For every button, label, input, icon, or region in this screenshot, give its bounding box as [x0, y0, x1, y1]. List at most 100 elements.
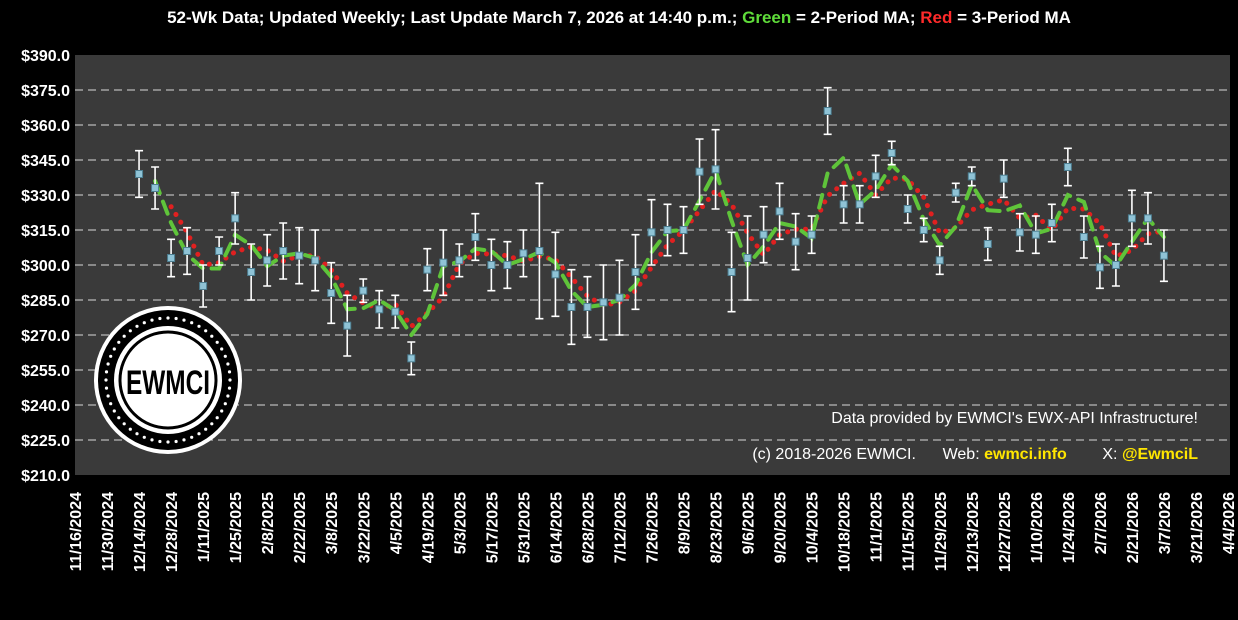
- x-tick-label: 11/16/2024: [68, 492, 85, 571]
- y-tick-label: $315.0: [21, 223, 70, 240]
- data-point: [375, 305, 384, 314]
- red-legend-word: Red: [920, 8, 953, 27]
- x-tick-label: 11/29/2025: [933, 492, 950, 571]
- y-tick-label: $210.0: [21, 468, 70, 485]
- data-point: [823, 107, 832, 115]
- data-point: [1159, 251, 1168, 260]
- logo-ring-dot: [204, 329, 208, 333]
- ewmci-logo: EWMCI: [94, 306, 242, 454]
- logo-ring-dot: [197, 324, 201, 328]
- data-point: [183, 247, 192, 255]
- data-point: [423, 265, 432, 274]
- data-point: [1031, 230, 1040, 239]
- logo-ring-dot: [117, 416, 121, 420]
- data-point: [1063, 163, 1072, 171]
- logo-ring-dot: [104, 378, 108, 382]
- data-point: [615, 293, 624, 302]
- data-point: [903, 205, 912, 213]
- logo-ring-dot: [122, 422, 126, 426]
- logo-ring-dot: [142, 435, 146, 439]
- logo-ring-dot: [117, 340, 121, 344]
- x-tick-label: 8/23/2025: [709, 492, 726, 563]
- x-tick-label: 4/5/2025: [388, 492, 405, 554]
- data-point: [199, 282, 208, 290]
- x-tick-label: 1/25/2025: [228, 492, 245, 563]
- logo-ring-dot: [210, 422, 214, 426]
- data-point: [727, 268, 736, 276]
- logo-ring-dot: [220, 409, 224, 413]
- data-point: [407, 354, 416, 363]
- web-link[interactable]: ewmci.info: [984, 446, 1067, 463]
- logo-ring-dot: [166, 316, 170, 320]
- x-tick-label: 10/4/2025: [805, 492, 822, 563]
- data-point: [1095, 263, 1104, 272]
- data-point: [503, 261, 512, 269]
- data-point: [359, 286, 368, 295]
- logo-ring-dot: [150, 318, 154, 322]
- data-point: [647, 228, 656, 237]
- logo-ring-dot: [227, 386, 232, 390]
- data-point: [663, 226, 672, 234]
- y-tick-label: $345.0: [21, 153, 70, 170]
- x-tick-label: 11/30/2024: [100, 492, 117, 571]
- data-point: [167, 254, 176, 262]
- logo-ring-dot: [104, 370, 109, 374]
- x-tick-label: 11/1/2025: [869, 492, 886, 562]
- data-point: [215, 247, 224, 255]
- x-tick-label: 4/19/2025: [420, 492, 437, 563]
- logo-ring-dot: [182, 438, 186, 442]
- x-tick-label: 12/13/2025: [965, 492, 982, 572]
- x-handle-link[interactable]: @EwmciL: [1121, 446, 1198, 463]
- data-point: [711, 165, 720, 174]
- logo-ring-dot: [106, 362, 110, 366]
- logo-ring-dot: [112, 347, 116, 351]
- x-tick-label: 3/21/2026: [1189, 492, 1206, 563]
- data-point: [967, 172, 976, 181]
- y-tick-label: $360.0: [21, 118, 70, 135]
- data-point: [1111, 261, 1120, 269]
- data-point: [455, 256, 464, 265]
- data-point: [983, 240, 992, 248]
- data-point: [839, 200, 848, 209]
- web-label: Web:: [942, 446, 980, 463]
- logo-ring-dot: [215, 340, 219, 344]
- data-point: [743, 254, 752, 262]
- data-point: [679, 226, 688, 234]
- y-tick-label: $240.0: [21, 398, 70, 415]
- x-tick-label: 12/27/2025: [997, 492, 1014, 572]
- data-point: [295, 251, 304, 260]
- data-point: [551, 270, 560, 279]
- ma2-line: [153, 154, 1166, 339]
- y-tick-label: $270.0: [21, 328, 70, 345]
- data-points: [135, 107, 1168, 363]
- logo-ring-dot: [166, 440, 170, 444]
- logo-ring-dot: [226, 394, 230, 398]
- data-point: [151, 184, 160, 192]
- x-tick-label: 9/6/2025: [741, 492, 758, 554]
- logo-ring-dot: [112, 409, 116, 413]
- x-tick-label: 1/24/2026: [1061, 492, 1078, 563]
- logo-ring-dot: [174, 316, 178, 321]
- logo-ring-dot: [106, 394, 110, 398]
- x-tick-label: 2/8/2025: [260, 492, 277, 554]
- credits-line: (c) 2018-2026 EWMCI. Web: ewmci.info X: …: [752, 446, 1198, 464]
- data-point: [263, 256, 272, 265]
- chart-title: 52-Wk Data; Updated Weekly; Last Update …: [0, 8, 1238, 28]
- logo-ring-dot: [190, 321, 194, 325]
- logo-ring-dot: [182, 318, 186, 322]
- x-tick-label: 2/7/2026: [1093, 492, 1110, 554]
- x-tick-label: 11/15/2025: [901, 492, 918, 571]
- data-point: [871, 172, 880, 181]
- logo-ring-dot: [223, 402, 227, 406]
- x-tick-label: 1/10/2026: [1029, 492, 1046, 563]
- y-tick-label: $390.0: [21, 48, 70, 65]
- x-tick-label: 10/18/2025: [837, 492, 854, 572]
- logo-ring-dot: [197, 432, 201, 436]
- data-point: [487, 261, 496, 269]
- x-tick-label: 3/22/2025: [356, 492, 373, 563]
- logo-ring-dot: [142, 321, 146, 325]
- data-point: [231, 214, 240, 223]
- gridlines: [75, 89, 1230, 441]
- data-point: [279, 247, 288, 255]
